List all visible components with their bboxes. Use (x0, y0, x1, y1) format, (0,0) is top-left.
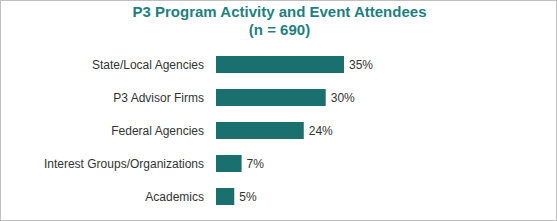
html-text:P3 Program Activity and Event: P3 Program Activity and Event Attendees (132, 3, 427, 20)
svg-text:30%: 30% (331, 91, 355, 105)
svg-text:Federal Agencies: Federal Agencies (111, 124, 204, 138)
svg-text:P3 Advisor Firms: P3 Advisor Firms (113, 91, 204, 105)
svg-text:Interest Groups/Organizations: Interest Groups/Organizations (44, 157, 204, 171)
svg-text:State/Local Agencies: State/Local Agencies (92, 58, 204, 72)
svg-text:24%: 24% (309, 124, 333, 138)
svg-text:35%: 35% (349, 58, 373, 72)
svg-text:Academics: Academics (145, 190, 204, 204)
svg-text:7%: 7% (247, 157, 265, 171)
svg-text:5%: 5% (239, 190, 257, 204)
html-text:(n = 690): (n = 690) (248, 21, 311, 38)
